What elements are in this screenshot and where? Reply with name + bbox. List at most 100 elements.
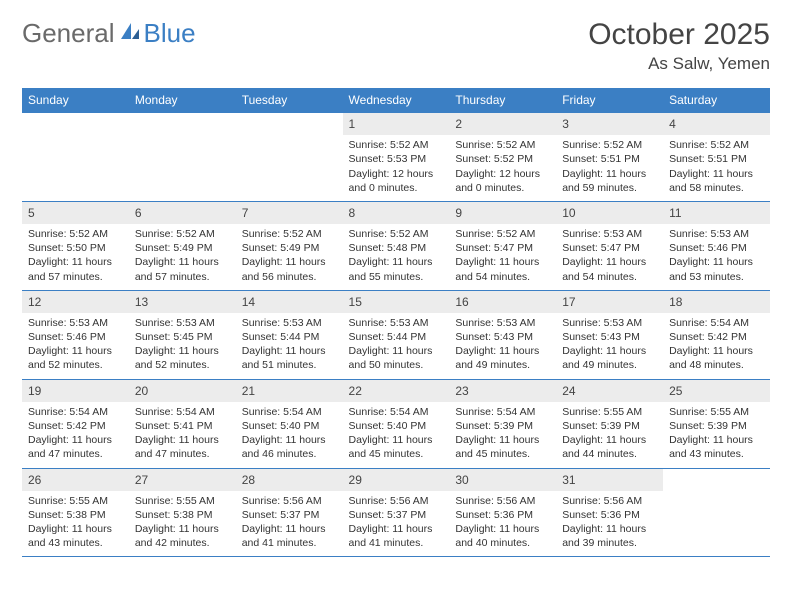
month-title: October 2025 [588,18,770,52]
day-content [236,135,343,144]
day-line: Daylight: 11 hours and 47 minutes. [28,433,123,461]
day-number: 5 [22,202,129,224]
day-line: Daylight: 11 hours and 42 minutes. [135,522,230,550]
day-content [22,135,129,144]
day-content: Sunrise: 5:53 AMSunset: 5:44 PMDaylight:… [343,313,450,379]
day-line: Sunrise: 5:53 AM [455,316,550,330]
day-line: Daylight: 11 hours and 47 minutes. [135,433,230,461]
day-line: Daylight: 11 hours and 58 minutes. [669,167,764,195]
calendar-header: SundayMondayTuesdayWednesdayThursdayFrid… [22,88,770,113]
calendar-cell: 5Sunrise: 5:52 AMSunset: 5:50 PMDaylight… [22,201,129,290]
day-line: Daylight: 11 hours and 53 minutes. [669,255,764,283]
day-line: Sunset: 5:42 PM [669,330,764,344]
day-content: Sunrise: 5:56 AMSunset: 5:37 PMDaylight:… [343,491,450,557]
day-number: 6 [129,202,236,224]
day-content: Sunrise: 5:54 AMSunset: 5:40 PMDaylight:… [236,402,343,468]
day-line: Daylight: 11 hours and 56 minutes. [242,255,337,283]
day-line: Sunrise: 5:52 AM [349,227,444,241]
day-content: Sunrise: 5:55 AMSunset: 5:39 PMDaylight:… [556,402,663,468]
calendar-cell: 20Sunrise: 5:54 AMSunset: 5:41 PMDayligh… [129,379,236,468]
day-number: 30 [449,469,556,491]
day-content: Sunrise: 5:52 AMSunset: 5:50 PMDaylight:… [22,224,129,290]
day-number: 12 [22,291,129,313]
sail-icon [119,21,141,46]
day-line: Daylight: 11 hours and 49 minutes. [455,344,550,372]
day-line: Sunset: 5:38 PM [135,508,230,522]
calendar-cell: 18Sunrise: 5:54 AMSunset: 5:42 PMDayligh… [663,290,770,379]
day-number: 15 [343,291,450,313]
day-line: Sunset: 5:39 PM [669,419,764,433]
day-line: Sunset: 5:45 PM [135,330,230,344]
calendar-cell [22,113,129,202]
day-content: Sunrise: 5:52 AMSunset: 5:47 PMDaylight:… [449,224,556,290]
calendar-cell: 24Sunrise: 5:55 AMSunset: 5:39 PMDayligh… [556,379,663,468]
day-line: Sunset: 5:46 PM [28,330,123,344]
day-content: Sunrise: 5:53 AMSunset: 5:45 PMDaylight:… [129,313,236,379]
day-line: Sunset: 5:39 PM [455,419,550,433]
day-line: Sunrise: 5:55 AM [28,494,123,508]
calendar-cell: 7Sunrise: 5:52 AMSunset: 5:49 PMDaylight… [236,201,343,290]
day-line: Sunset: 5:36 PM [455,508,550,522]
day-content: Sunrise: 5:54 AMSunset: 5:39 PMDaylight:… [449,402,556,468]
calendar-cell: 30Sunrise: 5:56 AMSunset: 5:36 PMDayligh… [449,468,556,557]
calendar-cell: 11Sunrise: 5:53 AMSunset: 5:46 PMDayligh… [663,201,770,290]
day-content: Sunrise: 5:53 AMSunset: 5:43 PMDaylight:… [556,313,663,379]
day-content: Sunrise: 5:53 AMSunset: 5:43 PMDaylight:… [449,313,556,379]
day-line: Sunset: 5:42 PM [28,419,123,433]
day-number: 25 [663,380,770,402]
day-line: Daylight: 11 hours and 57 minutes. [28,255,123,283]
calendar-cell: 19Sunrise: 5:54 AMSunset: 5:42 PMDayligh… [22,379,129,468]
day-line: Daylight: 11 hours and 55 minutes. [349,255,444,283]
day-content: Sunrise: 5:55 AMSunset: 5:38 PMDaylight:… [129,491,236,557]
day-content: Sunrise: 5:52 AMSunset: 5:53 PMDaylight:… [343,135,450,201]
day-line: Daylight: 11 hours and 54 minutes. [455,255,550,283]
day-line: Sunrise: 5:54 AM [242,405,337,419]
day-line: Daylight: 11 hours and 59 minutes. [562,167,657,195]
calendar-cell: 23Sunrise: 5:54 AMSunset: 5:39 PMDayligh… [449,379,556,468]
day-line: Sunset: 5:51 PM [669,152,764,166]
day-line: Sunrise: 5:52 AM [349,138,444,152]
calendar-week: 1Sunrise: 5:52 AMSunset: 5:53 PMDaylight… [22,113,770,202]
day-line: Sunrise: 5:53 AM [242,316,337,330]
day-line: Sunrise: 5:53 AM [135,316,230,330]
calendar-cell: 28Sunrise: 5:56 AMSunset: 5:37 PMDayligh… [236,468,343,557]
day-line: Daylight: 12 hours and 0 minutes. [349,167,444,195]
day-line: Sunrise: 5:54 AM [28,405,123,419]
calendar-cell: 21Sunrise: 5:54 AMSunset: 5:40 PMDayligh… [236,379,343,468]
calendar-cell: 15Sunrise: 5:53 AMSunset: 5:44 PMDayligh… [343,290,450,379]
header: General Blue October 2025 As Salw, Yemen [22,18,770,74]
calendar-body: 1Sunrise: 5:52 AMSunset: 5:53 PMDaylight… [22,113,770,557]
day-line: Daylight: 11 hours and 45 minutes. [349,433,444,461]
day-line: Daylight: 11 hours and 40 minutes. [455,522,550,550]
calendar-week: 26Sunrise: 5:55 AMSunset: 5:38 PMDayligh… [22,468,770,557]
day-number: 7 [236,202,343,224]
day-line: Sunrise: 5:56 AM [349,494,444,508]
calendar-week: 19Sunrise: 5:54 AMSunset: 5:42 PMDayligh… [22,379,770,468]
calendar-cell: 16Sunrise: 5:53 AMSunset: 5:43 PMDayligh… [449,290,556,379]
day-line: Sunset: 5:39 PM [562,419,657,433]
calendar-week: 12Sunrise: 5:53 AMSunset: 5:46 PMDayligh… [22,290,770,379]
day-number: 4 [663,113,770,135]
day-content: Sunrise: 5:53 AMSunset: 5:46 PMDaylight:… [22,313,129,379]
weekday-header: Friday [556,88,663,113]
day-number: 26 [22,469,129,491]
day-line: Daylight: 11 hours and 43 minutes. [669,433,764,461]
day-line: Sunrise: 5:54 AM [349,405,444,419]
logo-text-general: General [22,18,115,49]
day-line: Sunset: 5:49 PM [135,241,230,255]
day-line: Sunrise: 5:52 AM [455,227,550,241]
weekday-header: Sunday [22,88,129,113]
location: As Salw, Yemen [588,54,770,74]
day-number: 16 [449,291,556,313]
day-line: Daylight: 11 hours and 54 minutes. [562,255,657,283]
title-block: October 2025 As Salw, Yemen [588,18,770,74]
day-line: Daylight: 11 hours and 57 minutes. [135,255,230,283]
day-number: 23 [449,380,556,402]
calendar-cell: 4Sunrise: 5:52 AMSunset: 5:51 PMDaylight… [663,113,770,202]
day-number: 29 [343,469,450,491]
weekday-header: Wednesday [343,88,450,113]
day-number: 2 [449,113,556,135]
day-line: Sunset: 5:44 PM [242,330,337,344]
calendar-cell [236,113,343,202]
day-line: Sunrise: 5:53 AM [562,227,657,241]
